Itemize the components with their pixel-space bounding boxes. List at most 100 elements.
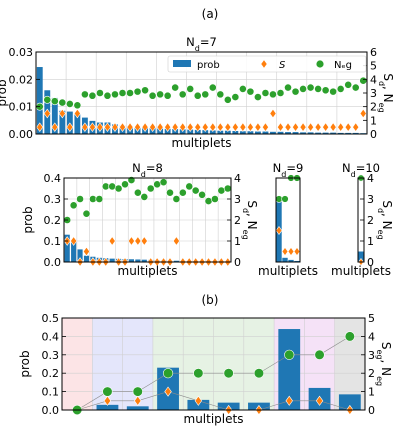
y-tick-label: 0.2 — [42, 367, 60, 380]
chart-title-rest: =10 — [356, 161, 380, 175]
prob-bar — [74, 114, 81, 134]
neg-point — [108, 182, 117, 191]
neg-point — [344, 331, 355, 342]
s-point — [315, 395, 324, 406]
chart-nd9: Nd=9 multiplets — [258, 161, 318, 278]
y2-tick-label: 1 — [370, 114, 377, 127]
s-point — [231, 122, 239, 132]
neg-point — [82, 209, 91, 218]
neg-point — [246, 87, 255, 96]
neg-point — [114, 184, 123, 193]
s-point — [81, 122, 89, 132]
chart-title-sub: d — [281, 170, 286, 179]
neg-point — [159, 178, 168, 187]
chart-title-rest: =9 — [286, 161, 303, 175]
y2-label-s-sub: d — [242, 208, 251, 213]
neg-point — [80, 90, 89, 99]
y-tick-label: 0.0 — [44, 256, 62, 269]
prob-bar — [71, 239, 77, 262]
x-axis-label: multiplets — [172, 136, 232, 150]
prob-bar — [173, 260, 179, 262]
neg-point — [276, 89, 285, 97]
y-axis-label: prob — [0, 79, 9, 106]
prob-bar — [239, 131, 246, 134]
s-point — [179, 122, 187, 132]
neg-point — [351, 83, 360, 92]
neg-point — [253, 368, 265, 379]
chart-title-sub: d — [195, 44, 200, 53]
s-point — [119, 122, 126, 132]
x-axis-label: multiplets — [331, 264, 391, 278]
s-point — [284, 122, 292, 132]
neg-point — [111, 90, 119, 99]
neg-point — [133, 87, 142, 96]
neg-point — [269, 90, 277, 99]
prob-bar — [352, 132, 359, 134]
prob-bar — [315, 132, 322, 134]
s-point — [96, 122, 104, 132]
y2-tick-label: 0 — [368, 404, 375, 417]
chart-title: Nd=10 — [342, 161, 380, 179]
neg-point — [121, 180, 129, 189]
s-point — [88, 122, 96, 132]
neg-point — [208, 83, 217, 92]
prob-bar — [285, 132, 291, 134]
y-tick-label: 0.4 — [44, 172, 62, 185]
panel-a-label: (a) — [202, 7, 219, 21]
prob-bar — [254, 131, 261, 134]
y2-axis-label: Sd, Neg — [378, 73, 396, 112]
s-point — [322, 122, 330, 132]
neg-point — [299, 85, 307, 93]
chart-title-rest: =8 — [146, 161, 163, 175]
y2-tick-label: 2 — [234, 214, 241, 227]
s-point — [127, 236, 135, 246]
s-point — [194, 395, 203, 406]
s-point — [43, 108, 51, 119]
neg-point — [96, 89, 104, 97]
x-axis-label: multiplets — [118, 264, 178, 278]
prob-bar — [288, 259, 294, 262]
s-series-line — [77, 391, 350, 411]
chart-title-sub: d — [141, 170, 146, 179]
y2-label-s: S — [245, 200, 259, 208]
s-point — [164, 122, 172, 132]
neg-point — [284, 83, 292, 92]
y-tick-label: 0.1 — [44, 235, 62, 248]
y2-label-n-sub: eg — [377, 230, 386, 240]
s-point — [194, 122, 202, 132]
y2-label-sep: , N — [379, 360, 393, 377]
y-tick-label: 0.5 — [42, 312, 60, 325]
s-point — [216, 122, 224, 132]
y2-tick-label: 4 — [367, 172, 374, 185]
prob-bar — [59, 110, 66, 134]
prob-bar — [141, 259, 147, 262]
neg-point — [178, 90, 187, 99]
s-point — [307, 122, 315, 132]
prob-bar — [307, 132, 314, 134]
s-point — [292, 122, 299, 132]
prob-bar — [247, 131, 254, 134]
neg-point — [178, 188, 187, 197]
y2-label-s: S — [379, 342, 393, 350]
prob-bar — [358, 251, 364, 262]
s-point — [111, 122, 119, 132]
prob-bar — [270, 131, 276, 134]
s-point — [70, 236, 78, 246]
y2-tick-label: 4 — [234, 172, 241, 185]
neg-point — [156, 90, 165, 99]
y2-tick-label: 4 — [370, 73, 377, 86]
y-axis-label: prob — [18, 350, 32, 377]
s-point — [201, 122, 209, 132]
s-point — [239, 122, 247, 132]
prob-bar — [337, 132, 344, 134]
s-point — [134, 395, 142, 406]
s-point — [51, 122, 59, 132]
y2-tick-label: 5 — [368, 312, 375, 325]
y2-label-n-sub: eg — [376, 376, 385, 386]
neg-point — [344, 80, 353, 89]
s-point — [314, 122, 322, 132]
s-point — [73, 108, 81, 119]
axes-frame — [61, 317, 366, 411]
neg-point — [126, 89, 134, 97]
background-band — [62, 318, 93, 410]
